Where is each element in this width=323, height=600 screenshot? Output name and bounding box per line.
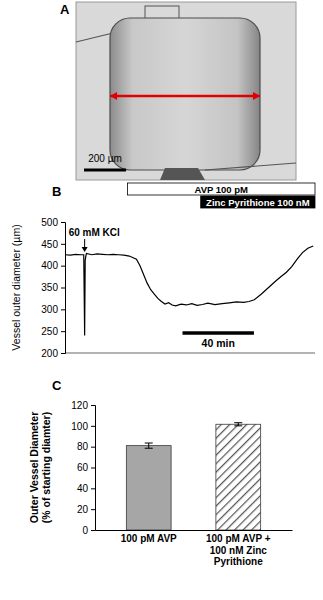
error-cap (145, 443, 153, 444)
panel-label: B (52, 184, 61, 199)
error-bar (145, 443, 153, 448)
treatment-label: Zinc Pyrithione 100 nM (206, 197, 310, 208)
image-panel: 200 µm (76, 2, 296, 180)
tick: 100 pM AVP (121, 530, 177, 544)
tick-mark (61, 266, 65, 267)
tick: 100 pM AVP +100 nM ZincPyrithione (206, 530, 271, 567)
tick-label: 500 (41, 217, 58, 228)
treatment-label: AVP 100 pM (194, 184, 248, 195)
x-axis-line (65, 353, 315, 354)
tspan: (% of starting diamter) (40, 412, 52, 523)
tick-mark (61, 222, 65, 223)
tick-mark (91, 426, 95, 427)
tick-label: 40 (77, 483, 89, 494)
tspan: Pyrithione (214, 556, 263, 567)
x-axis: 100 pM AVP 100 pM AVP +100 nM ZincPyrithi… (96, 530, 293, 567)
tick-mark (91, 488, 95, 489)
scale-bar-label: 200 µm (88, 153, 122, 164)
error-cap (234, 422, 242, 423)
tick: 450 (41, 239, 65, 250)
treatment-bar (201, 196, 315, 208)
error-cap (145, 448, 153, 449)
tick: 300 (41, 304, 65, 315)
tick-label: 80 (77, 441, 89, 452)
tick-label: 400 (41, 260, 58, 271)
tick-label: 250 (41, 326, 58, 337)
tick-label: 200 (41, 348, 58, 359)
y-axis: 0 20 40 60 80 100 120 (71, 400, 95, 536)
annotation-arrowhead (82, 247, 88, 252)
tick: 100 (71, 421, 95, 432)
tick-mark (91, 447, 95, 448)
figure: 200 µm A AVP 100 pM Zinc Pyrithione 100 nM 2… (0, 0, 323, 600)
plot-area (65, 246, 313, 336)
tick-label: 120 (71, 400, 88, 411)
tick: 250 (41, 326, 65, 337)
scale-bar-label: 40 min (202, 337, 235, 349)
panel-label: A (60, 2, 70, 17)
tick-label: 100 pM AVP (121, 533, 177, 544)
tick: 500 (41, 217, 65, 228)
error-bar (234, 423, 242, 426)
tick-mark (61, 353, 65, 354)
tick-mark (61, 309, 65, 310)
tick-label: 100 (71, 421, 88, 432)
tick: 200 (41, 348, 65, 359)
y-axis-line (91, 406, 96, 531)
figure-svg: 200 µm A AVP 100 pM Zinc Pyrithione 100 nM 2… (0, 0, 323, 600)
tick: 40 (77, 483, 95, 494)
tick-label: 0 (82, 525, 88, 536)
tspan: 100 nM Zinc (210, 545, 268, 556)
tick-mark (91, 509, 95, 510)
pipette (205, 163, 296, 170)
tick: 400 (41, 260, 65, 271)
error-stem (148, 443, 149, 448)
annotation: 60 mM KCl (69, 227, 120, 238)
tick-label: 300 (41, 304, 58, 315)
tspan: Outer Vessel Diameter (28, 412, 40, 523)
y-axis-line (61, 223, 66, 354)
error-cap (234, 425, 242, 426)
tick-mark (91, 530, 95, 531)
image-background (76, 2, 296, 180)
tick-mark (61, 331, 65, 332)
tspan: 100 pM AVP + (206, 533, 271, 544)
tick-mark (91, 468, 95, 469)
panel-label: C (52, 378, 62, 393)
trace (65, 246, 313, 336)
treatment-bar (128, 183, 316, 195)
tick-label: 450 (41, 239, 58, 250)
tick-mark (91, 405, 95, 406)
tick: 20 (77, 504, 95, 515)
bar (216, 424, 261, 530)
tick-label: 350 (41, 282, 58, 293)
diameter-arrowheads (110, 92, 260, 100)
y-axis-title: Outer Vessel Diameter(% of starting diam… (28, 412, 53, 523)
plot-area (126, 423, 260, 530)
diameter-line (110, 95, 260, 98)
tick-label: 60 (77, 462, 89, 473)
tick: 80 (77, 441, 95, 452)
tick-label: 100 pM AVP +100 nM ZincPyrithione (206, 533, 271, 567)
tick-label: 20 (77, 504, 89, 515)
scale-bar (183, 331, 254, 335)
y-axis-title: Vessel outer diameter (µm) (10, 224, 22, 350)
tick: 60 (77, 462, 95, 473)
bar (126, 446, 171, 530)
scale-bar (84, 169, 126, 172)
vessel (110, 18, 260, 170)
x-axis-line (96, 530, 293, 531)
cannula (160, 168, 205, 180)
tick: 0 (82, 525, 95, 536)
y-axis: 200 250 300 350 400 450 500 (41, 217, 65, 359)
tick-mark (61, 244, 65, 245)
tick-mark (61, 288, 65, 289)
tspan: 100 pM AVP (121, 533, 177, 544)
tick: 120 (71, 400, 95, 411)
tick: 350 (41, 282, 65, 293)
